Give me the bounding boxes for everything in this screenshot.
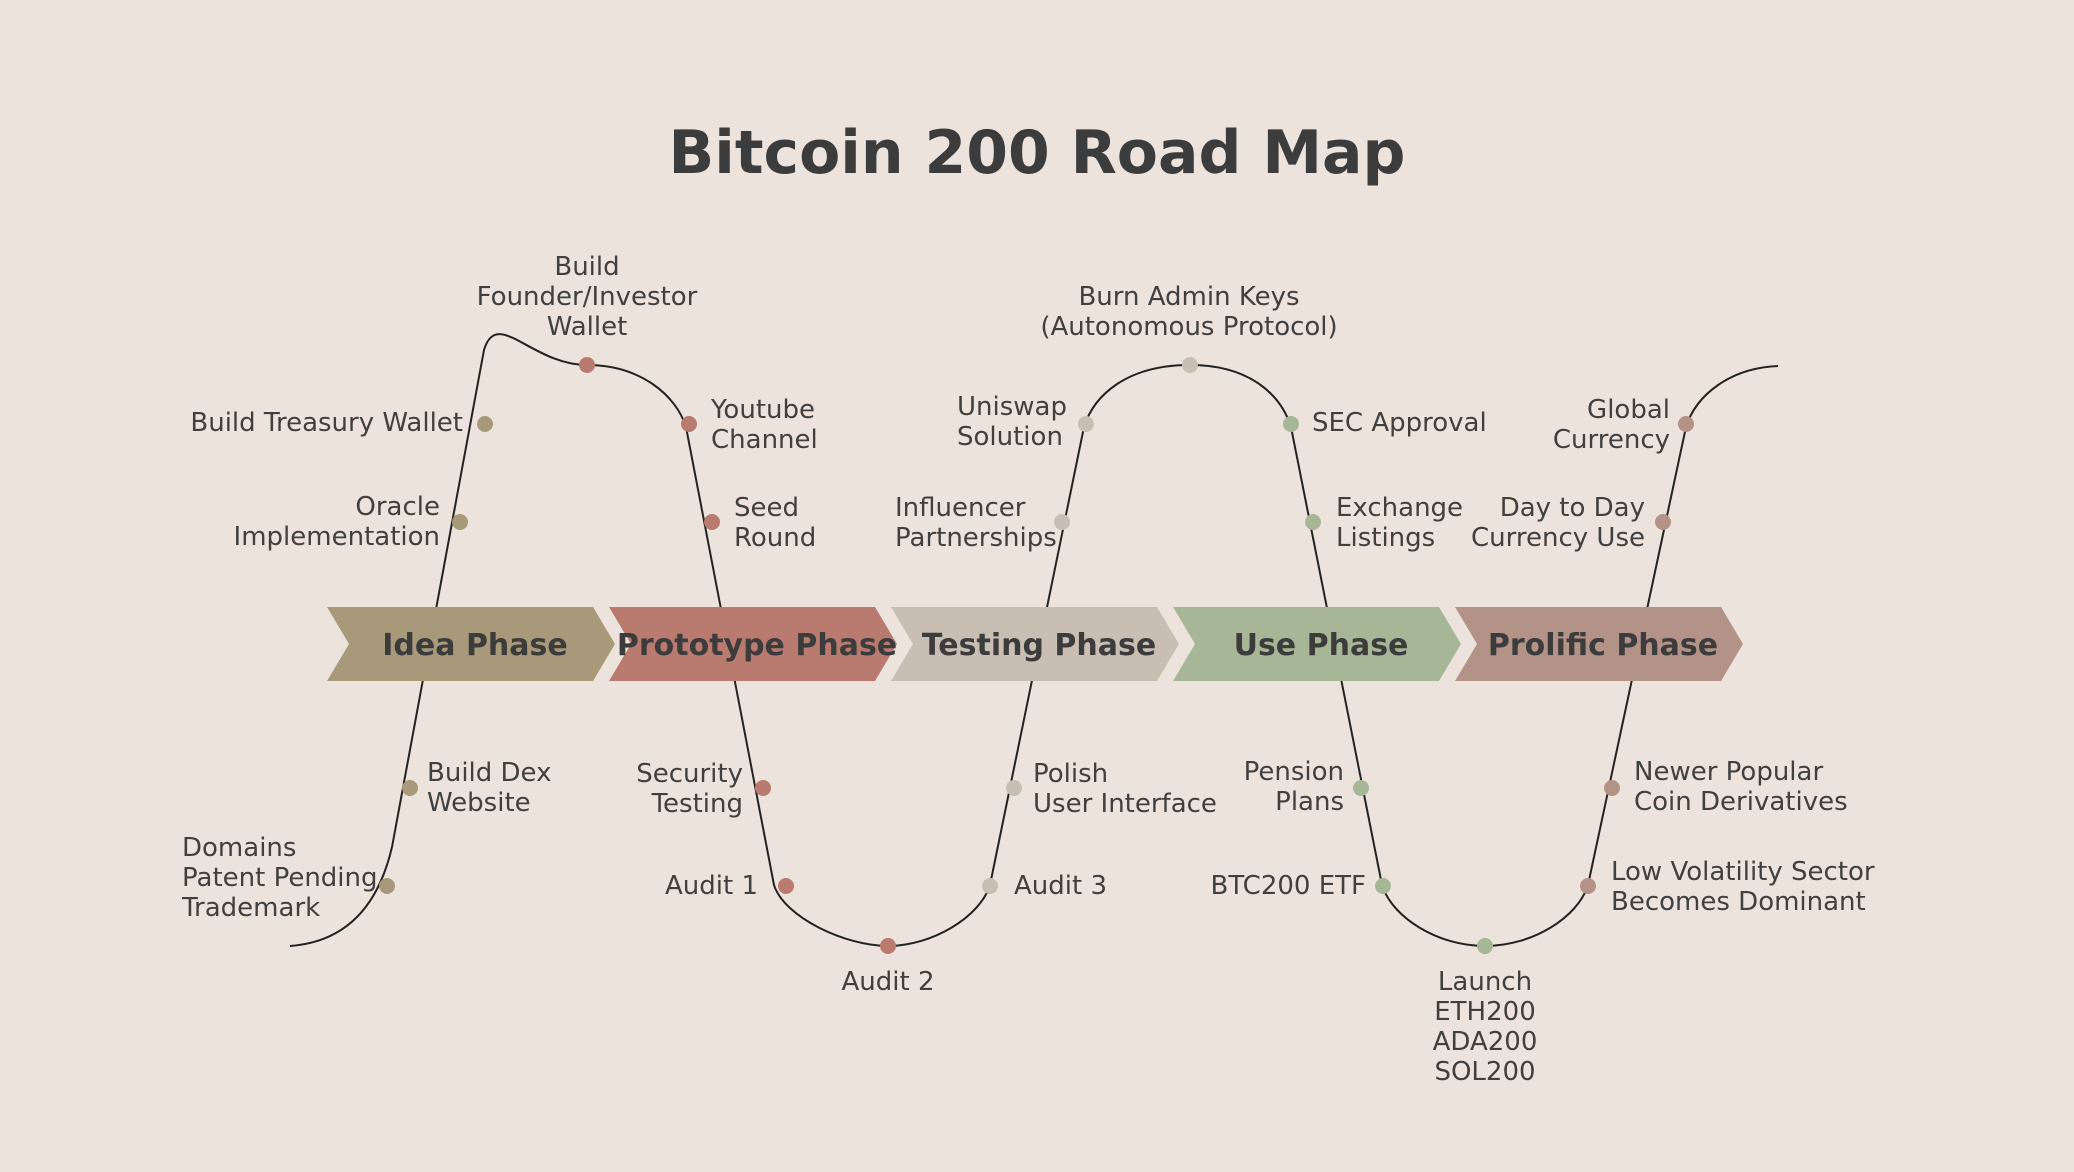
milestone-dot-burn-keys <box>1182 357 1198 373</box>
milestone-dots <box>379 357 1694 954</box>
milestone-dot-youtube <box>681 416 697 432</box>
milestone-dot-low-vol <box>1580 878 1596 894</box>
milestone-dot-newer-coins <box>1604 780 1620 796</box>
milestone-label-build-dex: Build Dex Website <box>427 758 552 818</box>
milestone-dot-build-dex <box>402 780 418 796</box>
milestone-label-audit1: Audit 1 <box>665 871 758 901</box>
milestone-label-audit2: Audit 2 <box>841 967 935 997</box>
milestone-label-sec: SEC Approval <box>1312 408 1487 438</box>
milestone-dot-audit1 <box>778 878 794 894</box>
milestone-dot-polish <box>1006 780 1022 796</box>
milestone-label-pension: Pension Plans <box>1243 757 1344 817</box>
milestone-label-global: Global Currency <box>1552 395 1670 455</box>
milestone-label-launch: Launch ETH200 ADA200 SOL200 <box>1432 967 1538 1087</box>
phase-label-use: Use Phase <box>1234 628 1409 663</box>
milestone-dot-launch <box>1477 938 1493 954</box>
milestone-dot-day-to-day <box>1655 514 1671 530</box>
milestone-dot-oracle <box>452 514 468 530</box>
milestone-label-uniswap: Uniswap Solution <box>957 392 1067 452</box>
phase-chevron-idea <box>327 607 615 681</box>
phase-chevron-testing <box>891 607 1179 681</box>
milestone-dot-global <box>1678 416 1694 432</box>
milestone-label-domains: Domains Patent Pending Trademark <box>182 833 378 923</box>
milestone-label-treasury: Build Treasury Wallet <box>190 408 463 438</box>
milestone-label-audit3: Audit 3 <box>1014 871 1107 901</box>
milestone-label-influencer: Influencer Partnerships <box>895 493 1057 553</box>
milestone-dot-domains <box>379 878 395 894</box>
phase-chevron-use <box>1173 607 1461 681</box>
milestone-dot-pension <box>1353 780 1369 796</box>
milestone-dot-exchange <box>1305 514 1321 530</box>
milestone-dot-audit3 <box>982 878 998 894</box>
milestone-dot-influencer <box>1054 514 1070 530</box>
phase-chevron-prototype <box>609 607 897 681</box>
page-title: Bitcoin 200 Road Map <box>668 118 1406 188</box>
phase-label-testing: Testing Phase <box>922 628 1156 663</box>
milestone-dot-seed <box>704 514 720 530</box>
milestone-label-burn-keys: Burn Admin Keys (Autonomous Protocol) <box>1040 282 1338 342</box>
phase-chevrons: Idea Phase Prototype Phase Testing Phase Us… <box>327 607 1743 681</box>
milestone-label-security: Security Testing <box>636 759 743 819</box>
milestone-label-seed: Seed Round <box>734 493 817 553</box>
phase-label-prototype: Prototype Phase <box>617 628 897 663</box>
phase-label-idea: Idea Phase <box>382 628 567 663</box>
milestone-dot-founder-wallet <box>579 357 595 373</box>
milestone-label-youtube: Youtube Channel <box>711 395 818 455</box>
milestone-label-day-to-day: Day to Day Currency Use <box>1471 493 1645 553</box>
milestone-dot-treasury <box>477 416 493 432</box>
milestone-dot-sec <box>1283 416 1299 432</box>
milestone-label-exchange: Exchange Listings <box>1336 493 1464 553</box>
milestone-label-oracle: Oracle Implementation <box>233 492 440 552</box>
milestone-label-newer-coins: Newer Popular Coin Derivatives <box>1634 757 1848 817</box>
phase-label-prolific: Prolific Phase <box>1488 628 1718 663</box>
phase-chevron-prolific <box>1455 607 1743 681</box>
milestone-label-etf: BTC200 ETF <box>1210 871 1366 901</box>
milestone-dot-audit2 <box>880 938 896 954</box>
milestone-label-founder-wallet: Build Founder/Investor Wallet <box>476 252 698 342</box>
milestone-label-low-vol: Low Volatility Sector Becomes Dominant <box>1611 857 1875 917</box>
milestone-label-polish: Polish User Interface <box>1033 759 1217 819</box>
milestone-dot-uniswap <box>1078 416 1094 432</box>
milestone-dot-etf <box>1375 878 1391 894</box>
milestone-dot-security <box>755 780 771 796</box>
